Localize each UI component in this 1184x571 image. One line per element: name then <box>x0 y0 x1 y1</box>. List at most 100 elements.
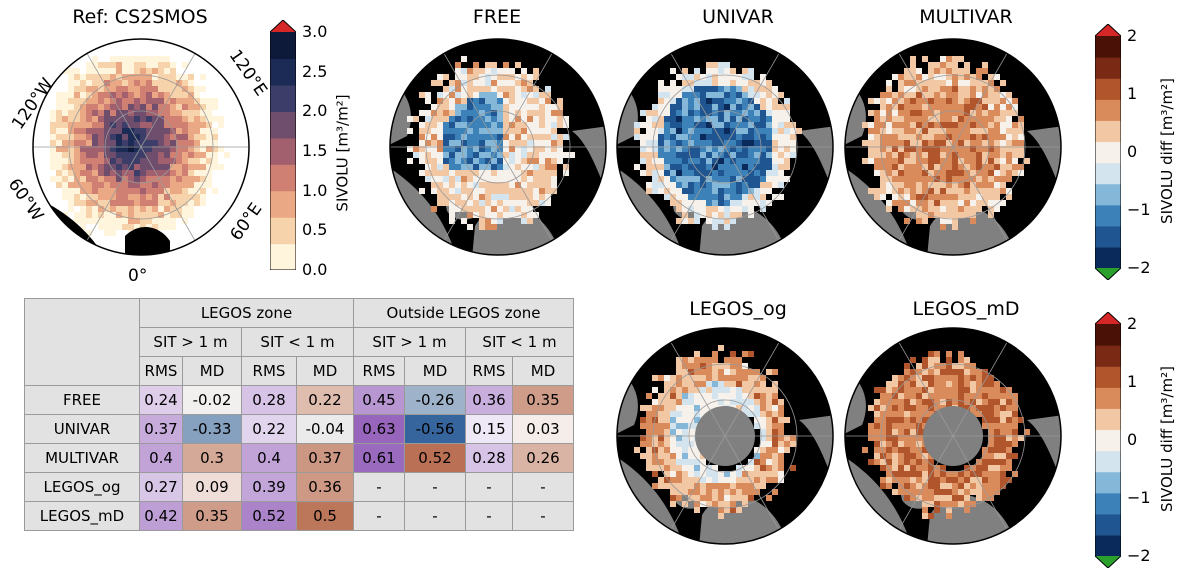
ice-cell <box>874 399 880 405</box>
ice-cell <box>916 405 922 411</box>
ice-cell <box>146 182 152 188</box>
ice-cell <box>766 182 772 188</box>
ice-cell <box>706 188 712 194</box>
ice-cell <box>982 80 988 86</box>
ice-cell <box>928 212 934 218</box>
ice-cell <box>712 92 718 98</box>
ice-cell <box>164 80 170 86</box>
ice-cell <box>994 200 1000 206</box>
ice-cell <box>116 68 122 74</box>
ice-cell <box>140 200 146 206</box>
ice-cell <box>946 164 952 170</box>
ice-cell <box>98 122 104 128</box>
ice-cell <box>146 68 152 74</box>
ice-cell <box>664 152 670 158</box>
ice-cell <box>515 158 521 164</box>
ice-cell <box>886 158 892 164</box>
ice-cell <box>539 164 545 170</box>
ice-cell <box>988 417 994 423</box>
ice-cell <box>976 465 982 471</box>
ice-cell <box>68 152 74 158</box>
ice-cell <box>922 212 928 218</box>
ice-cell <box>796 128 802 134</box>
ice-cell <box>994 399 1000 405</box>
ice-cell <box>670 170 676 176</box>
ice-cell <box>664 429 670 435</box>
ice-cell <box>86 200 92 206</box>
ice-cell <box>754 465 760 471</box>
ice-cell <box>898 98 904 104</box>
ice-cell <box>928 116 934 122</box>
ice-cell <box>473 146 479 152</box>
ice-cell <box>994 423 1000 429</box>
ice-cell <box>994 489 1000 495</box>
ice-cell <box>134 182 140 188</box>
ice-cell <box>712 387 718 393</box>
ice-cell <box>467 140 473 146</box>
ice-cell <box>958 140 964 146</box>
ice-cell <box>904 399 910 405</box>
ice-cell <box>712 351 718 357</box>
ice-cell <box>467 200 473 206</box>
ice-cell <box>922 489 928 495</box>
ice-cell <box>563 122 569 128</box>
ice-cell <box>694 134 700 140</box>
ice-cell <box>473 62 479 68</box>
ice-cell <box>910 80 916 86</box>
ice-cell <box>497 110 503 116</box>
ice-cell <box>688 218 694 224</box>
ice-cell <box>134 98 140 104</box>
ice-cell <box>988 399 994 405</box>
colorbar-tick-label: 2 <box>1127 314 1138 333</box>
ice-cell <box>994 471 1000 477</box>
ice-cell <box>515 176 521 182</box>
ice-cell <box>676 393 682 399</box>
ice-cell <box>509 170 515 176</box>
ice-cell <box>503 152 509 158</box>
ice-cell <box>988 453 994 459</box>
ice-cell <box>880 176 886 182</box>
ice-cell <box>718 176 724 182</box>
ice-cell <box>964 86 970 92</box>
ice-cell <box>122 146 128 152</box>
ice-cell <box>886 152 892 158</box>
ice-cell <box>736 182 742 188</box>
ice-cell <box>80 212 86 218</box>
ice-cell <box>521 86 527 92</box>
ice-cell <box>910 489 916 495</box>
ice-cell <box>467 68 473 74</box>
colorbar-segment <box>270 111 296 139</box>
ice-cell <box>778 140 784 146</box>
map-frame <box>32 38 250 256</box>
ice-cell <box>772 86 778 92</box>
ice-cell <box>122 128 128 134</box>
graticule-meridian <box>140 146 196 241</box>
ice-cell <box>116 164 122 170</box>
ice-cell <box>916 218 922 224</box>
ice-cell <box>934 501 940 507</box>
ice-cell <box>754 152 760 158</box>
ice-cell <box>898 200 904 206</box>
ice-cell <box>718 98 724 104</box>
ice-cell <box>982 465 988 471</box>
ice-cell <box>922 122 928 128</box>
ice-cell <box>994 405 1000 411</box>
ice-cell <box>736 200 742 206</box>
ice-cell <box>898 453 904 459</box>
ice-cell <box>940 218 946 224</box>
ice-cell <box>886 435 892 441</box>
ice-cell <box>982 375 988 381</box>
ice-cell <box>874 98 880 104</box>
ice-cell <box>116 86 122 92</box>
ice-cell <box>479 212 485 218</box>
ice-cell <box>1000 399 1006 405</box>
ice-cell <box>68 110 74 116</box>
ice-cell <box>892 435 898 441</box>
ice-cell <box>724 200 730 206</box>
ice-cell <box>874 447 880 453</box>
ice-cell <box>994 146 1000 152</box>
ice-cell <box>886 411 892 417</box>
ice-cell <box>928 158 934 164</box>
ice-cell <box>724 74 730 80</box>
ice-cell <box>503 182 509 188</box>
